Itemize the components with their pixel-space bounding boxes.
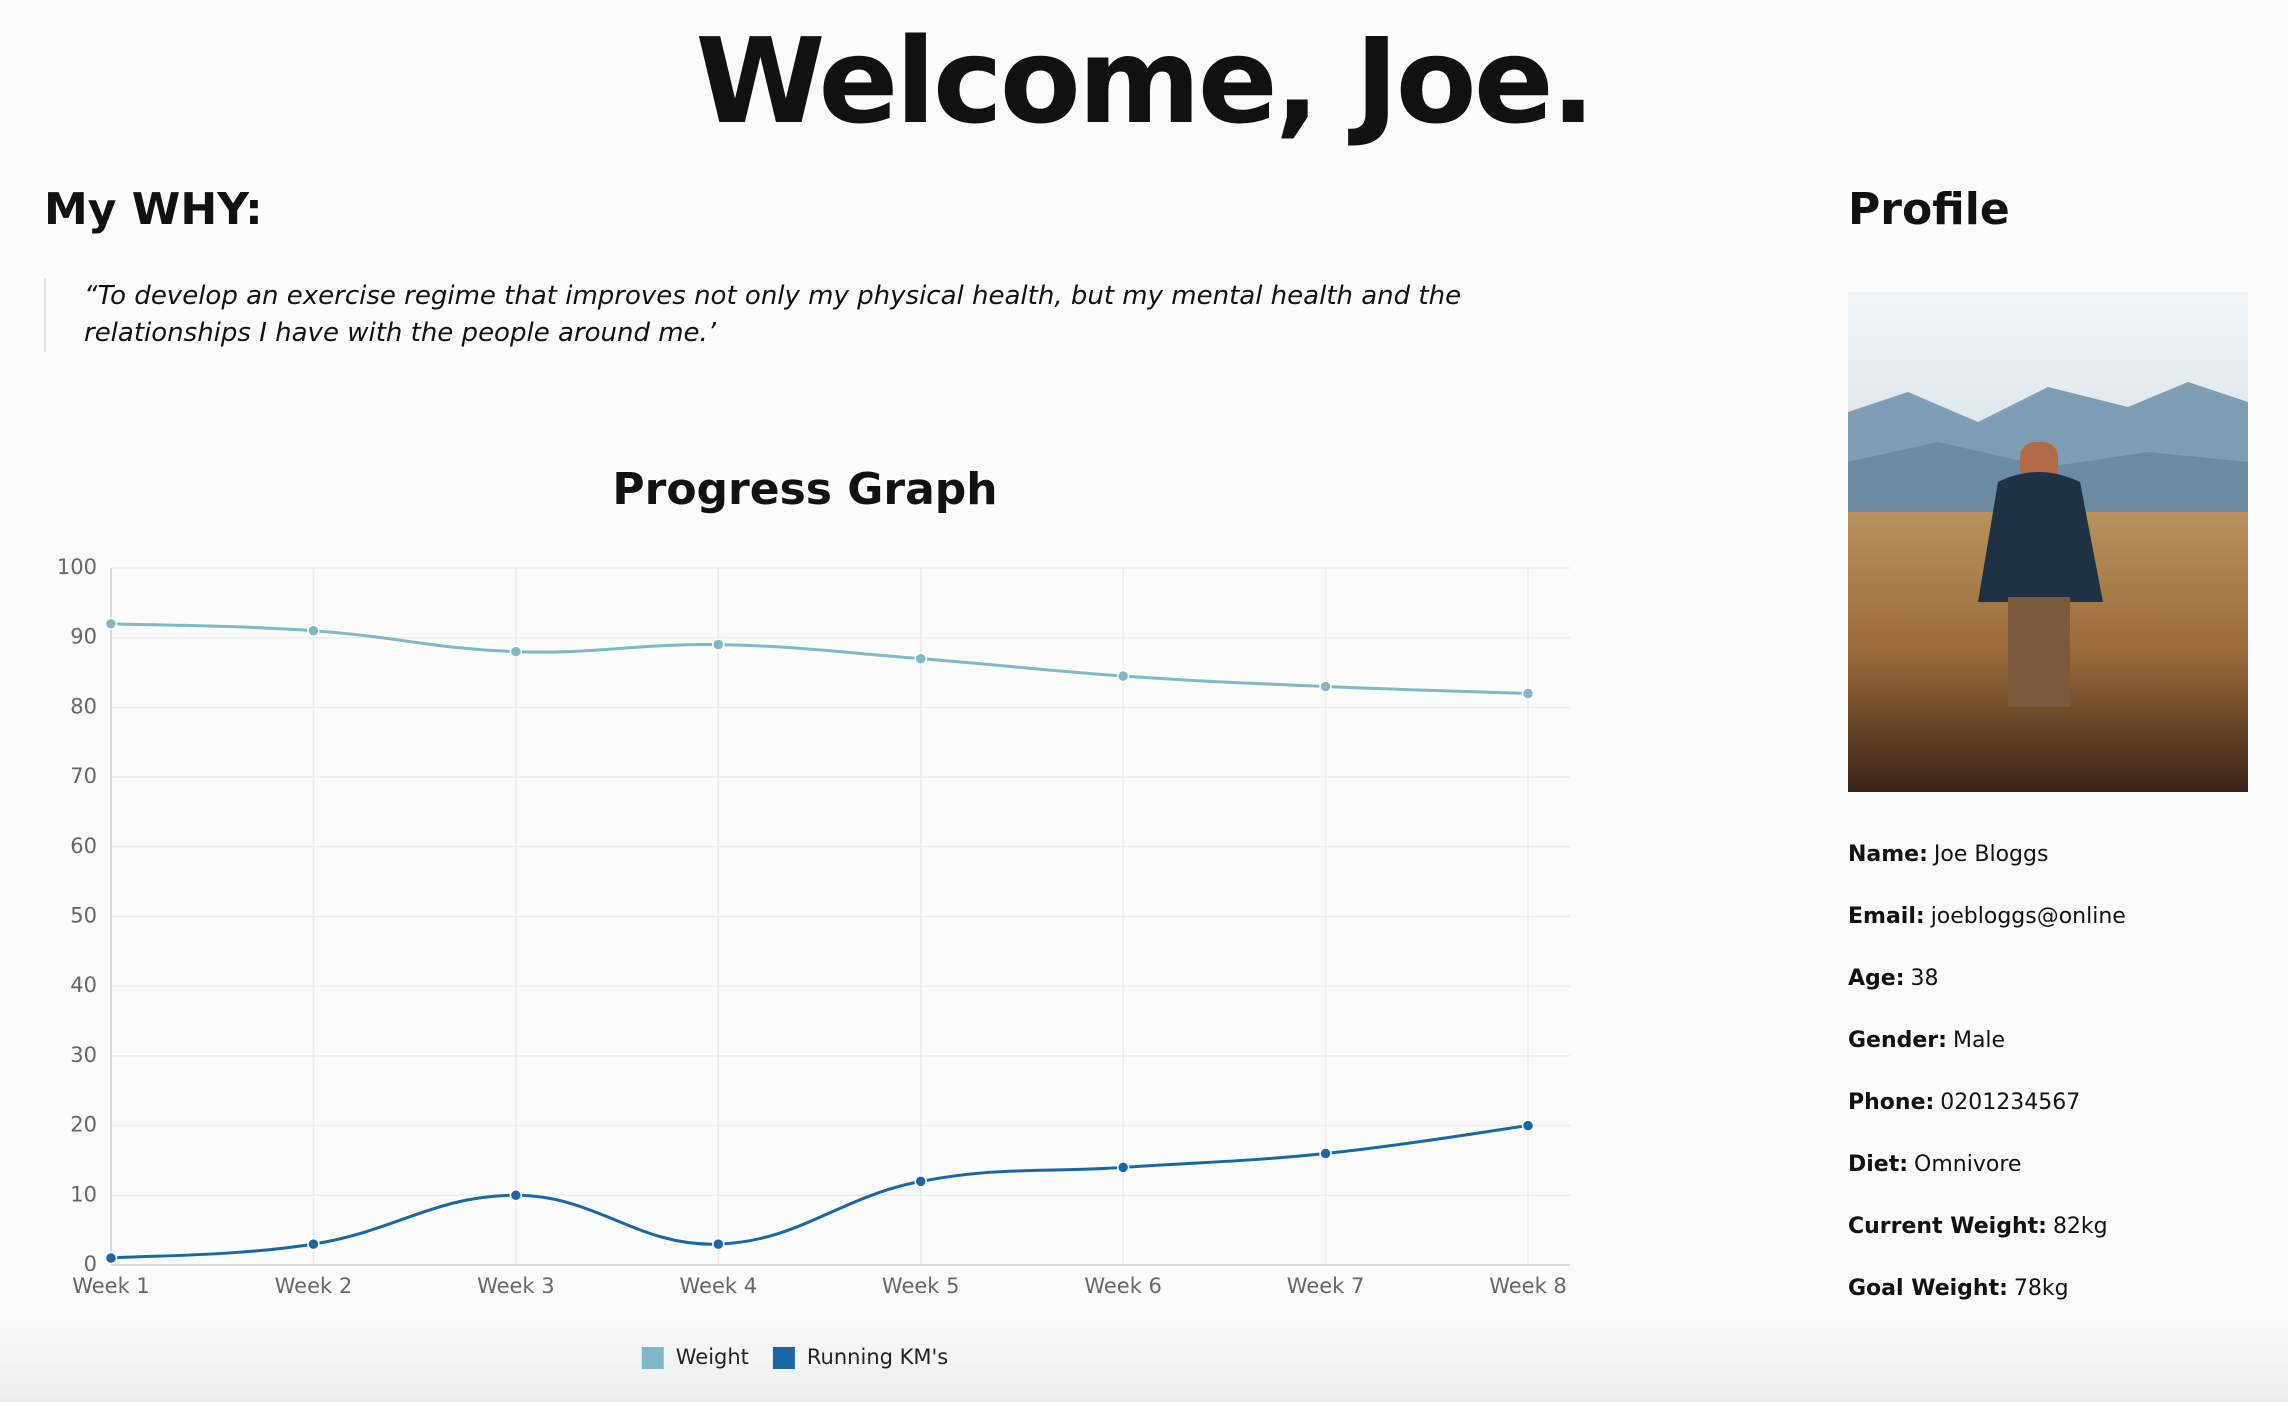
field-label: Diet: xyxy=(1848,1152,1909,1177)
x-tick-label: Week 8 xyxy=(1489,1274,1567,1298)
data-point xyxy=(712,638,725,651)
profile-field: Name: Joe Bloggs xyxy=(1848,842,2126,904)
field-label: Email: xyxy=(1848,904,1925,929)
profile-field: Phone: 0201234567 xyxy=(1848,1090,2126,1152)
x-tick-label: Week 7 xyxy=(1287,1274,1365,1298)
field-value: joebloggs@online xyxy=(1930,904,2126,929)
legend-label: Running KM's xyxy=(807,1345,948,1369)
x-tick-label: Week 5 xyxy=(882,1274,960,1298)
data-point xyxy=(1319,680,1332,693)
field-label: Current Weight: xyxy=(1848,1214,2047,1239)
data-point xyxy=(104,617,118,631)
field-value: 38 xyxy=(1910,966,1939,991)
legend-label: Weight xyxy=(676,1345,749,1369)
y-tick-label: 60 xyxy=(70,834,97,858)
y-tick-label: 80 xyxy=(70,694,97,718)
page-title: Welcome, Joe. xyxy=(695,12,1595,150)
x-tick-label: Week 3 xyxy=(477,1274,555,1298)
data-point xyxy=(509,645,523,658)
data-point xyxy=(104,1251,118,1265)
x-tick-label: Week 2 xyxy=(275,1274,353,1298)
field-label: Goal Weight: xyxy=(1848,1276,2008,1301)
x-tick-label: Week 6 xyxy=(1084,1274,1162,1298)
data-point xyxy=(914,652,927,665)
data-point xyxy=(509,1189,523,1202)
y-tick-label: 10 xyxy=(70,1182,97,1206)
profile-field: Age: 38 xyxy=(1848,966,2126,1028)
y-tick-label: 100 xyxy=(57,555,97,579)
y-tick-label: 50 xyxy=(70,904,97,928)
y-tick-label: 40 xyxy=(70,973,97,997)
series-line xyxy=(110,622,1529,695)
field-value: 78kg xyxy=(2013,1276,2069,1301)
y-tick-label: 0 xyxy=(84,1252,97,1276)
profile-field: Goal Weight: 78kg xyxy=(1848,1276,2126,1338)
field-value: 0201234567 xyxy=(1940,1090,2081,1115)
field-value: Joe Bloggs xyxy=(1933,842,2049,867)
data-point xyxy=(1521,1119,1535,1132)
profile-field: Email: joebloggs@online xyxy=(1848,904,2126,966)
field-label: Gender: xyxy=(1848,1028,1947,1053)
series-line xyxy=(110,1124,1529,1260)
profile-field: Current Weight: 82kg xyxy=(1848,1214,2126,1276)
field-label: Name: xyxy=(1848,842,1928,867)
data-point xyxy=(307,1237,320,1251)
data-point xyxy=(914,1175,927,1188)
field-value: 82kg xyxy=(2052,1214,2108,1239)
legend-swatch xyxy=(772,1347,795,1369)
data-point xyxy=(712,1237,725,1251)
why-quote: “To develop an exercise regime that impr… xyxy=(44,278,1594,352)
why-heading: My WHY: xyxy=(44,184,263,235)
x-tick-label: Week 1 xyxy=(72,1274,150,1298)
data-point xyxy=(1521,687,1535,700)
legend-swatch xyxy=(641,1347,664,1369)
data-point xyxy=(1319,1147,1332,1160)
profile-fields: Name: Joe Bloggs Email: joebloggs@online Age… xyxy=(1848,842,2126,1338)
field-value: Male xyxy=(1952,1028,2006,1053)
chart: Progress Graph 0 10 20 30 40 50 60 70 80 90 100 Wee… xyxy=(57,464,1570,1369)
chart-title: Progress Graph xyxy=(612,464,997,515)
y-tick-label: 30 xyxy=(70,1043,97,1067)
y-tick-label: 90 xyxy=(70,625,97,649)
field-label: Phone: xyxy=(1848,1090,1935,1115)
field-label: Age: xyxy=(1848,966,1905,991)
profile-photo xyxy=(1848,292,2248,792)
x-tick-label: Week 4 xyxy=(679,1274,757,1298)
data-point xyxy=(1116,669,1130,683)
y-tick-label: 20 xyxy=(70,1113,97,1137)
data-point xyxy=(1116,1161,1130,1174)
data-point xyxy=(307,624,320,637)
y-tick-label: 70 xyxy=(70,764,97,788)
profile-heading: Profile xyxy=(1848,184,2010,235)
profile-field: Gender: Male xyxy=(1848,1028,2126,1090)
field-value: Omnivore xyxy=(1914,1152,2022,1177)
profile-field: Diet: Omnivore xyxy=(1848,1152,2126,1214)
